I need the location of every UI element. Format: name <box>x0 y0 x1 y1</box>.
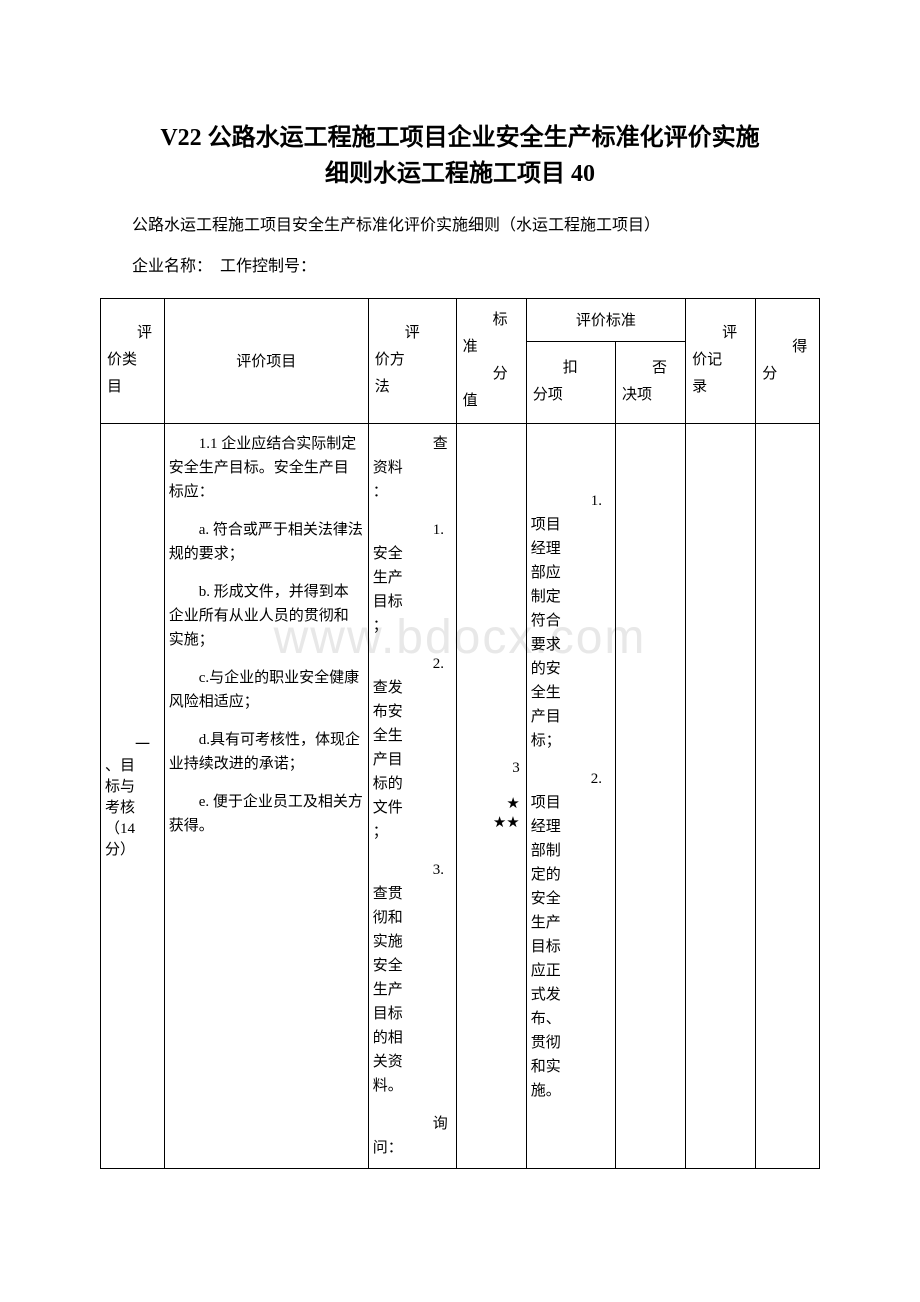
header-veto: 否决项 <box>616 342 686 423</box>
project-item-c: c.与企业的职业安全健康风险相适应； <box>169 666 364 714</box>
form-info-line: 企业名称： 工作控制号： <box>100 253 820 282</box>
cell-record <box>686 423 756 1168</box>
table-row: 一、目标与考核（14分） 1.1 企业应结合实际制定安全生产目标。安全生产目标应… <box>101 423 820 1168</box>
document-content: V22 公路水运工程施工项目企业安全生产标准化评价实施 细则水运工程施工项目 4… <box>100 120 820 1169</box>
project-item-d: d.具有可考核性，体现企业持续改进的承诺； <box>169 728 364 776</box>
cell-veto <box>616 423 686 1168</box>
header-project: 评价项目 <box>164 298 368 423</box>
project-item-b: b. 形成文件，并得到本企业所有从业人员的贯彻和实施； <box>169 580 364 652</box>
project-item-e: e. 便于企业员工及相关方获得。 <box>169 790 364 838</box>
header-record: 评价记录 <box>686 298 756 423</box>
project-item-a: a. 符合或严于相关法律法规的要求； <box>169 518 364 566</box>
method-ask: 询问： <box>373 1112 452 1160</box>
method-item-1: 1.安全生产目标； <box>373 518 452 638</box>
title-line-2: 细则水运工程施工项目 40 <box>325 161 595 187</box>
header-std-score: 标准 分值 <box>456 298 526 423</box>
method-item-2: 2.查发布安全生产目标的文件； <box>373 652 452 844</box>
cell-std-score: 3 ★★★ <box>456 423 526 1168</box>
deduct-item-1: 1.项目经理部应制定符合要求的安全生产目标； <box>531 489 611 753</box>
header-method: 评价方法 <box>368 298 456 423</box>
category-text: 一、目标与考核（14分） <box>105 737 150 858</box>
deduct-item-2: 2.项目经理部制定的安全生产目标应正式发布、贯彻和实施。 <box>531 767 611 1103</box>
evaluation-table: 评价类目 评价项目 评价方法 标准 分值 评价标准 评价记录 得分 扣分项 否决… <box>100 298 820 1169</box>
cell-score <box>756 423 820 1168</box>
project-intro: 1.1 企业应结合实际制定安全生产目标。安全生产目标应： <box>169 432 364 504</box>
table-header-row: 评价类目 评价项目 评价方法 标准 分值 评价标准 评价记录 得分 <box>101 298 820 342</box>
header-deduct: 扣分项 <box>526 342 615 423</box>
document-title: V22 公路水运工程施工项目企业安全生产标准化评价实施 细则水运工程施工项目 4… <box>100 120 820 192</box>
std-score-value: 3 <box>512 760 520 776</box>
title-line-1: V22 公路水运工程施工项目企业安全生产标准化评价实施 <box>160 125 759 151</box>
cell-category: 一、目标与考核（14分） <box>101 423 165 1168</box>
std-score-stars: ★★★ <box>493 796 520 831</box>
method-item-3: 3.查贯彻和实施安全生产目标的相关资料。 <box>373 858 452 1098</box>
header-eval-standard: 评价标准 <box>526 298 685 342</box>
header-category: 评价类目 <box>101 298 165 423</box>
cell-project: 1.1 企业应结合实际制定安全生产目标。安全生产目标应： a. 符合或严于相关法… <box>164 423 368 1168</box>
header-score: 得分 <box>756 298 820 423</box>
method-intro: 查资料： <box>373 432 452 504</box>
cell-deduct: 1.项目经理部应制定符合要求的安全生产目标； 2.项目经理部制定的安全生产目标应… <box>526 423 615 1168</box>
cell-method: 查资料： 1.安全生产目标； 2.查发布安全生产目标的文件； 3.查贯彻和实施安… <box>368 423 456 1168</box>
document-subtitle: 公路水运工程施工项目安全生产标准化评价实施细则（水运工程施工项目） <box>100 212 820 241</box>
